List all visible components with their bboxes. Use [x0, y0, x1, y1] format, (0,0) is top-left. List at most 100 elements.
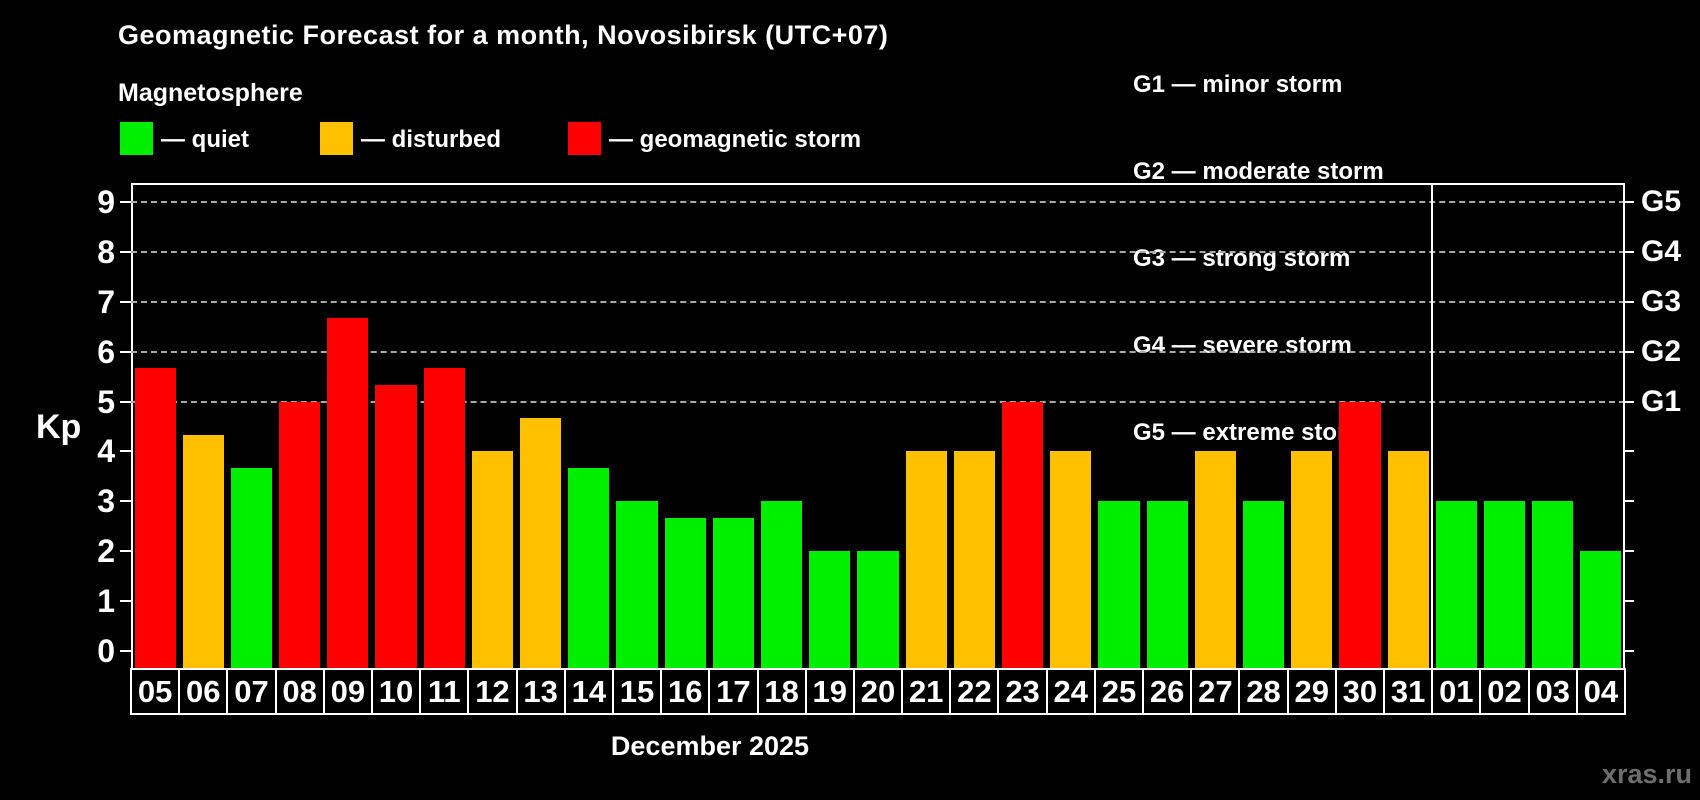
y-axis-title: Kp [36, 408, 82, 446]
right-axis-tick [1623, 250, 1634, 253]
y-axis-tick [120, 300, 131, 303]
day-label: 27 [1190, 668, 1241, 715]
right-axis-tick [1623, 550, 1634, 553]
day-label: 08 [274, 668, 325, 715]
kp-bar [664, 517, 706, 668]
kp-bar [520, 417, 562, 668]
day-label: 15 [611, 668, 663, 715]
day-label: 24 [1045, 668, 1096, 715]
g-scale-legend-line: G2 — moderate storm [1133, 158, 1384, 185]
day-label: 04 [1575, 668, 1626, 715]
kp-bar [953, 451, 995, 668]
y-axis-tick [120, 550, 131, 553]
kp-bar [134, 368, 176, 668]
g-scale-legend-line: G3 — strong storm [1133, 245, 1351, 272]
y-tick-label: 6 [97, 333, 115, 370]
kp-bar [857, 551, 899, 668]
x-axis-title: December 2025 [610, 731, 810, 761]
g-scale-legend-line: G1 — minor storm [1133, 71, 1343, 98]
gridline [131, 350, 1625, 353]
day-label: 07 [226, 668, 277, 715]
kp-bar [616, 501, 658, 668]
chart-subtitle: Magnetosphere [118, 79, 303, 107]
kp-bar [905, 451, 947, 668]
kp-bar [1001, 401, 1044, 668]
y-tick-label: 1 [97, 583, 115, 620]
kp-bar [1194, 451, 1236, 668]
kp-bar [1435, 501, 1477, 668]
day-label: 02 [1479, 668, 1530, 715]
g-scale-legend-line: G4 — severe storm [1133, 332, 1352, 359]
gridline [131, 200, 1625, 203]
day-label: 06 [178, 668, 229, 715]
kp-bar [1387, 451, 1429, 668]
day-label: 17 [708, 668, 759, 715]
right-axis-tick [1623, 350, 1634, 353]
kp-bar [1580, 551, 1622, 668]
right-axis-tick [1623, 200, 1634, 203]
y-tick-label: 5 [97, 383, 115, 420]
kp-bar [1242, 501, 1285, 668]
y-tick-label: 4 [97, 433, 115, 470]
day-label: 31 [1383, 668, 1434, 715]
day-label: 28 [1238, 668, 1289, 715]
day-label: 14 [563, 668, 614, 715]
y-tick-label: 0 [97, 633, 115, 669]
day-label: 13 [515, 668, 566, 715]
y-tick-label: 9 [97, 183, 115, 220]
day-label: 09 [322, 668, 373, 715]
kp-bar [375, 385, 417, 668]
kp-bar [230, 467, 273, 668]
gridline [131, 250, 1625, 253]
day-label: 18 [756, 668, 807, 715]
kp-bar [1291, 451, 1333, 668]
right-axis-tick [1623, 300, 1634, 303]
kp-bar [279, 401, 321, 668]
g-scale-legend: G1 — minor storm G2 — moderate storm G3 … [1133, 12, 1384, 505]
y-axis-tick [120, 450, 131, 453]
right-axis-tick [1623, 450, 1634, 453]
kp-bar [182, 434, 224, 668]
y-axis-tick [120, 350, 131, 353]
y-tick-label: 3 [97, 483, 115, 520]
g-tick-label: G5 [1641, 184, 1682, 218]
disturbed-legend-swatch [320, 122, 353, 155]
g-tick-label: G1 [1641, 384, 1682, 418]
day-label: 29 [1286, 668, 1337, 715]
day-label: 03 [1527, 668, 1578, 715]
kp-bar [471, 451, 514, 668]
right-axis-tick [1623, 400, 1634, 403]
g-tick-label: G2 [1641, 334, 1682, 368]
day-label: 19 [804, 668, 855, 715]
watermark: xras.ru [1601, 759, 1692, 789]
y-tick-label: 2 [97, 533, 115, 570]
y-axis-tick [120, 200, 131, 203]
quiet-legend-label: — quiet [161, 126, 249, 153]
kp-bar [1532, 501, 1574, 668]
day-label: 16 [660, 668, 711, 715]
day-label: 21 [901, 668, 952, 715]
kp-bar [327, 318, 369, 668]
right-axis-tick [1623, 600, 1634, 603]
kp-bar [712, 517, 754, 668]
disturbed-legend-label: — disturbed [361, 126, 502, 153]
kp-bar [568, 467, 610, 668]
kp-bar [761, 501, 803, 668]
y-axis-tick [120, 600, 131, 603]
quiet-legend-swatch [120, 122, 153, 155]
right-axis-tick [1623, 650, 1634, 652]
kp-bar [1339, 401, 1381, 668]
y-axis-tick [120, 250, 131, 253]
day-label: 25 [1093, 668, 1145, 715]
day-label: 01 [1431, 668, 1482, 715]
y-tick-label: 8 [97, 233, 115, 270]
g-tick-label: G3 [1641, 284, 1682, 318]
kp-bar [1050, 451, 1092, 668]
y-axis-tick [120, 650, 131, 652]
day-label: 20 [852, 668, 904, 715]
day-label: 22 [949, 668, 1000, 715]
day-label: 10 [370, 668, 422, 715]
day-label: 05 [130, 668, 181, 715]
g-tick-label: G4 [1641, 234, 1682, 268]
